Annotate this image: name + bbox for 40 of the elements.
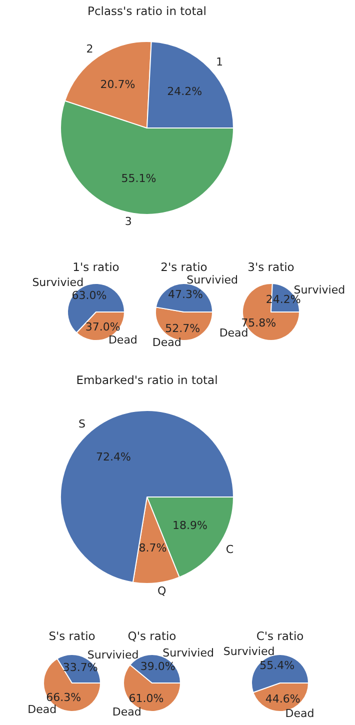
data-label: 63.0%: [72, 289, 107, 302]
data-label: 37.0%: [85, 320, 120, 334]
slice-label: Survivied: [87, 648, 139, 662]
data-label: 39.0%: [140, 660, 176, 673]
slice-label: Dead: [108, 334, 138, 347]
data-label: 24.2%: [167, 85, 202, 98]
data-label: 44.6%: [265, 692, 300, 706]
slice-label: S: [78, 417, 86, 430]
chart-title: Embarked's ratio in total: [76, 373, 218, 387]
data-label: 52.7%: [165, 322, 200, 335]
data-label: 55.4%: [260, 659, 295, 672]
data-label: 8.7%: [138, 541, 167, 554]
slice-label: Dead: [219, 326, 248, 340]
slice-label: Survivied: [223, 644, 275, 658]
data-label: 18.9%: [172, 518, 208, 532]
data-label: 61.0%: [128, 692, 164, 705]
slice-label: Dead: [112, 705, 142, 718]
slice-label: Survivied: [294, 283, 346, 296]
chart-title: C's ratio: [256, 629, 304, 643]
slice-label: C: [226, 543, 234, 556]
slice-label: 1: [216, 55, 223, 68]
slice-label: Dead: [152, 336, 182, 350]
data-label: 72.4%: [96, 450, 131, 464]
chart-title: 2's ratio: [160, 260, 208, 274]
chart-title: 1's ratio: [72, 260, 120, 274]
slice-label: Survivied: [162, 646, 214, 660]
slice-label: Dead: [285, 706, 314, 720]
slice-label: Survivied: [186, 274, 238, 287]
data-label: 20.7%: [100, 78, 136, 92]
slice-label: Q: [157, 584, 166, 598]
slice-label: 3: [124, 214, 132, 228]
data-label: 47.3%: [168, 288, 203, 301]
chart-title: Q's ratio: [128, 629, 176, 643]
chart-title: Pclass's ratio in total: [88, 4, 206, 18]
chart-title: 3's ratio: [248, 260, 294, 274]
slice-label: 2: [86, 42, 94, 56]
chart-title: S's ratio: [48, 629, 96, 643]
slice-label: Dead: [28, 703, 57, 716]
slice-label: Survivied: [32, 276, 84, 290]
data-label: 55.1%: [121, 172, 156, 186]
